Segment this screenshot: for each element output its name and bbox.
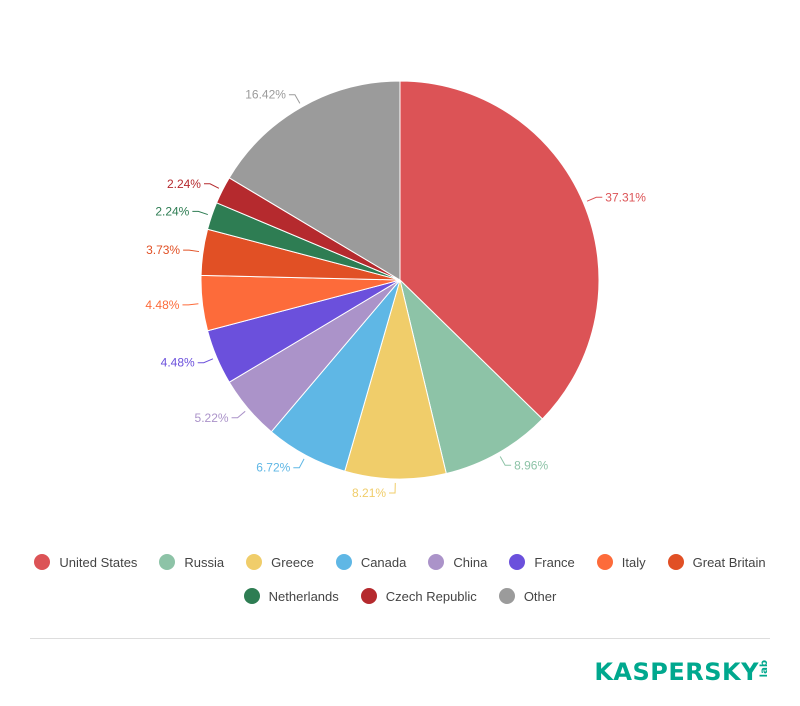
leader-line-canada bbox=[293, 458, 305, 469]
data-label-russia: 8.96% bbox=[514, 458, 548, 472]
legend-swatch-russia bbox=[159, 554, 176, 570]
logo-suffix: lab bbox=[759, 660, 770, 678]
legend-row-2: Netherlands Czech Republic Other bbox=[0, 588, 800, 604]
data-label-united-states: 37.31% bbox=[605, 190, 646, 204]
legend-item-other[interactable]: Other bbox=[498, 588, 557, 604]
data-label-canada: 6.72% bbox=[256, 461, 290, 475]
pie-slice-other[interactable] bbox=[228, 80, 401, 281]
logo-wordmark: KASPERSKY bbox=[594, 658, 759, 686]
legend-swatch-china bbox=[428, 554, 445, 570]
leader-line-france bbox=[197, 358, 214, 364]
legend-label-canada: Canada bbox=[360, 554, 407, 570]
pie-chart: 37.31% 8.96% 8.21% 6.72% 5.22% 4.48% 4.48% 3.73… bbox=[145, 80, 646, 500]
kaspersky-lab-logo: KASPERSKY lab bbox=[594, 660, 770, 684]
data-label-netherlands: 2.24% bbox=[155, 204, 189, 218]
legend-item-france[interactable]: France bbox=[509, 554, 575, 570]
legend-label-italy: Italy bbox=[621, 554, 646, 570]
leader-line-netherlands bbox=[192, 210, 208, 216]
legend-swatch-czech-republic bbox=[360, 588, 377, 604]
legend-label-france: France bbox=[534, 554, 575, 570]
data-label-italy: 4.48% bbox=[145, 298, 179, 312]
leader-line-china bbox=[231, 410, 246, 419]
legend-item-great-britain[interactable]: Great Britain bbox=[667, 554, 766, 570]
pie-slice-united-states[interactable] bbox=[399, 80, 600, 420]
legend-label-other: Other bbox=[523, 588, 557, 604]
legend-item-canada[interactable]: Canada bbox=[335, 554, 407, 570]
legend-swatch-other bbox=[498, 588, 515, 604]
legend-item-russia[interactable]: Russia bbox=[159, 554, 224, 570]
legend-item-greece[interactable]: Greece bbox=[246, 554, 314, 570]
legend-item-czech-republic[interactable]: Czech Republic bbox=[360, 588, 477, 604]
leader-line-russia bbox=[499, 456, 512, 466]
pie-slice-russia[interactable] bbox=[399, 278, 544, 475]
legend-label-greece: Greece bbox=[271, 554, 314, 570]
legend-label-united-states: United States bbox=[59, 554, 138, 570]
data-label-great-britain: 3.73% bbox=[146, 243, 180, 257]
legend-swatch-great-britain bbox=[667, 554, 684, 570]
legend-item-china[interactable]: China bbox=[428, 554, 487, 570]
data-label-china: 5.22% bbox=[195, 411, 229, 425]
data-label-greece: 8.21% bbox=[352, 486, 386, 500]
legend-item-united-states[interactable]: United States bbox=[34, 554, 137, 570]
footer-divider bbox=[30, 638, 770, 639]
legend-item-italy[interactable]: Italy bbox=[596, 554, 646, 570]
data-label-other: 16.42% bbox=[245, 88, 286, 102]
legend-swatch-france bbox=[509, 554, 526, 570]
legend-label-russia: Russia bbox=[184, 554, 225, 570]
leader-line-greece bbox=[389, 482, 396, 494]
data-label-france: 4.48% bbox=[161, 356, 195, 370]
legend-label-netherlands: Netherlands bbox=[268, 588, 339, 604]
legend-label-china: China bbox=[453, 554, 488, 570]
leader-line-italy bbox=[182, 303, 199, 306]
leader-line-great-britain bbox=[183, 249, 200, 253]
data-label-czech-republic: 2.24% bbox=[167, 177, 201, 191]
legend-label-czech-republic: Czech Republic bbox=[385, 588, 477, 604]
legend-swatch-italy bbox=[596, 554, 613, 570]
legend-swatch-greece bbox=[246, 554, 263, 570]
leader-line-united-states bbox=[586, 196, 603, 202]
legend-swatch-canada bbox=[335, 554, 352, 570]
pie-slice-greece[interactable] bbox=[344, 278, 447, 480]
leader-line-other bbox=[288, 94, 301, 104]
legend-row-1: United States Russia Greece Canada China… bbox=[0, 554, 800, 570]
legend-swatch-united-states bbox=[34, 554, 51, 570]
leader-line-czech-republic bbox=[203, 183, 220, 189]
legend-item-netherlands[interactable]: Netherlands bbox=[243, 588, 339, 604]
legend-swatch-netherlands bbox=[243, 588, 260, 604]
legend-label-great-britain: Great Britain bbox=[692, 554, 766, 570]
